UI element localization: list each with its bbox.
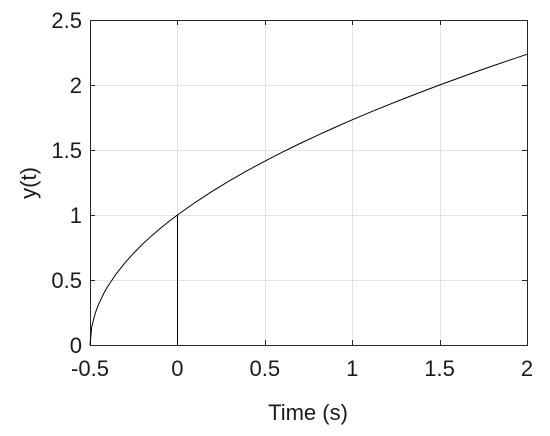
y-tick-label: 0.5 (51, 268, 82, 293)
x-tick-label: 2 (521, 356, 533, 381)
y-tick-labels: 0 0.5 1 1.5 2 2.5 (51, 8, 82, 358)
y-tick-label: 0 (70, 333, 82, 358)
y-axis-label: y(t) (16, 167, 41, 199)
x-axis-label: Time (s) (268, 400, 348, 425)
x-tick-label: -0.5 (71, 356, 109, 381)
x-tick-label: 1.5 (424, 356, 455, 381)
y-tick-label: 2.5 (51, 8, 82, 33)
y-tick-label: 1 (70, 203, 82, 228)
y-tick-label: 1.5 (51, 138, 82, 163)
y-tick-label: 2 (70, 73, 82, 98)
plot-area (90, 20, 528, 346)
grid-lines (90, 20, 527, 345)
series-line (89, 53, 528, 346)
x-tick-label: 1 (346, 356, 358, 381)
x-tick-label: 0 (171, 356, 183, 381)
series-group (89, 53, 528, 346)
tick-marks (90, 20, 528, 346)
x-tick-label: 0.5 (250, 356, 281, 381)
x-tick-labels: -0.5 0 0.5 1 1.5 2 (71, 356, 533, 381)
